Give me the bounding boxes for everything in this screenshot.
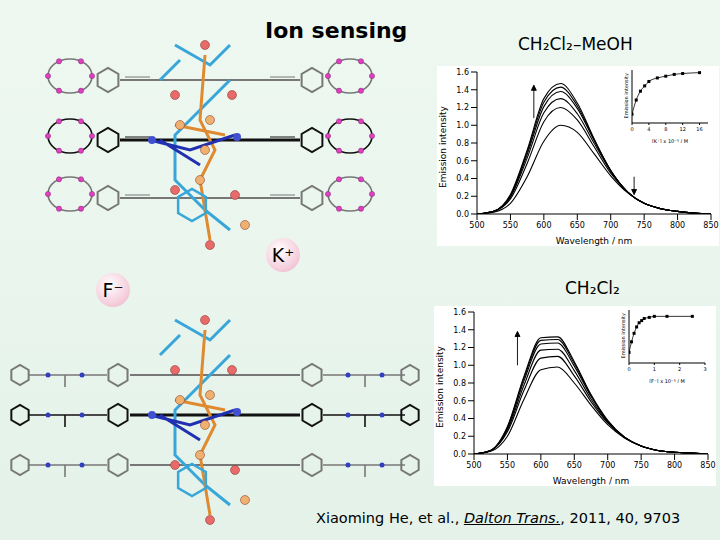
svg-text:800: 800 xyxy=(670,221,685,230)
svg-text:1: 1 xyxy=(653,366,656,372)
html-text:K⁺: K⁺ xyxy=(271,244,295,266)
svg-text:1.0: 1.0 xyxy=(456,121,469,130)
html-text:CH₂Cl₂: CH₂Cl₂ xyxy=(565,278,620,298)
svg-text:500: 500 xyxy=(469,221,484,230)
svg-text:3: 3 xyxy=(703,366,706,372)
svg-text:0.2: 0.2 xyxy=(453,432,466,441)
svg-text:0.4: 0.4 xyxy=(453,414,466,423)
svg-text:1.0: 1.0 xyxy=(453,361,466,370)
svg-text:850: 850 xyxy=(703,221,712,230)
svg-text:750: 750 xyxy=(637,221,652,230)
svg-text:16: 16 xyxy=(696,126,702,132)
svg-text:500: 500 xyxy=(466,461,481,470)
svg-text:800: 800 xyxy=(667,461,682,470)
svg-text:1.2: 1.2 xyxy=(453,343,466,352)
svg-text:600: 600 xyxy=(536,221,551,230)
svg-text:4: 4 xyxy=(647,126,650,132)
svg-text:0.6: 0.6 xyxy=(456,157,469,166)
svg-text:Emission intensity: Emission intensity xyxy=(438,105,448,188)
svg-text:12: 12 xyxy=(679,126,685,132)
html-text:CH₂Cl₂–MeOH: CH₂Cl₂–MeOH xyxy=(518,34,633,54)
svg-text:[K⁺] x 10⁻⁵ / M: [K⁺] x 10⁻⁵ / M xyxy=(652,138,688,143)
svg-text:Emission intensity: Emission intensity xyxy=(435,345,445,428)
svg-text:2: 2 xyxy=(678,366,681,372)
svg-text:0.8: 0.8 xyxy=(453,379,466,388)
svg-text:1.6: 1.6 xyxy=(453,308,466,317)
svg-text:700: 700 xyxy=(600,461,615,470)
html-text:Xiaoming He, et al., Dalton Tr: Xiaoming He, et al., Dalton Trans., 2011… xyxy=(316,510,681,526)
svg-text:Emission intensity: Emission intensity xyxy=(620,313,627,359)
svg-text:0: 0 xyxy=(627,366,630,372)
svg-text:650: 650 xyxy=(570,221,585,230)
svg-text:0.0: 0.0 xyxy=(453,450,466,459)
svg-text:650: 650 xyxy=(567,461,582,470)
svg-text:550: 550 xyxy=(500,461,515,470)
svg-text:Wavelength / nm: Wavelength / nm xyxy=(556,236,633,246)
svg-text:550: 550 xyxy=(503,221,518,230)
svg-text:0.4: 0.4 xyxy=(456,174,469,183)
svg-text:750: 750 xyxy=(634,461,649,470)
svg-text:850: 850 xyxy=(700,461,712,470)
svg-text:0.0: 0.0 xyxy=(456,210,469,219)
svg-text:600: 600 xyxy=(533,461,548,470)
svg-text:Wavelength / nm: Wavelength / nm xyxy=(553,476,630,486)
svg-text:0.2: 0.2 xyxy=(456,192,469,201)
svg-text:8: 8 xyxy=(664,126,667,132)
svg-text:1.4: 1.4 xyxy=(456,86,469,95)
svg-text:0: 0 xyxy=(630,126,633,132)
svg-text:1.6: 1.6 xyxy=(456,68,469,77)
svg-text:1.2: 1.2 xyxy=(456,103,469,112)
svg-text:1.4: 1.4 xyxy=(453,326,466,335)
svg-text:0.8: 0.8 xyxy=(456,139,469,148)
svg-text:[F⁻] x 10⁻⁵ / M: [F⁻] x 10⁻⁵ / M xyxy=(649,378,685,383)
html-text:F⁻: F⁻ xyxy=(102,279,124,301)
svg-text:Emission intensity: Emission intensity xyxy=(623,73,630,119)
html-text:Ion sensing: Ion sensing xyxy=(265,18,408,43)
svg-text:0.6: 0.6 xyxy=(453,397,466,406)
svg-text:700: 700 xyxy=(603,221,618,230)
